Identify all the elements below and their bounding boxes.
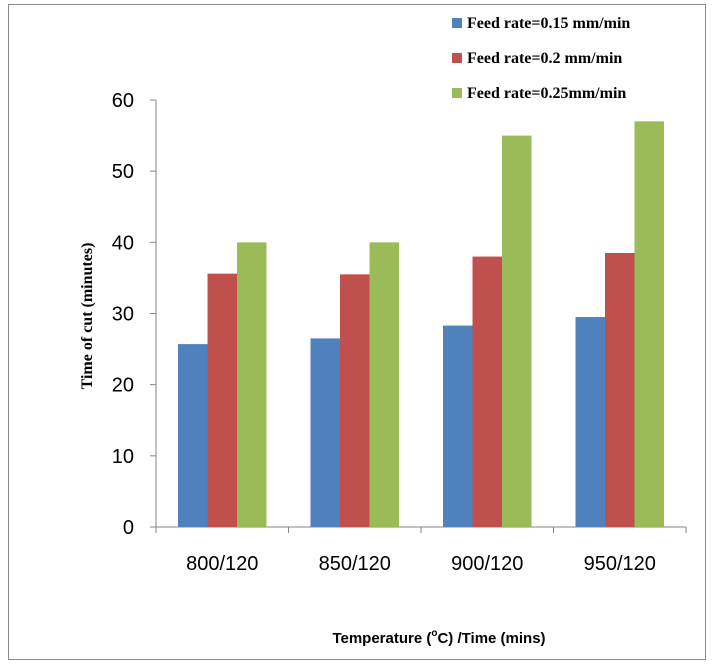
- bar: [237, 242, 267, 528]
- bar: [310, 338, 340, 527]
- y-tick-label: 10: [112, 446, 134, 468]
- legend-item: Feed rate=0.25mm/min: [452, 85, 626, 102]
- legend-item: Feed rate=0.15 mm/min: [452, 15, 630, 32]
- legend-label: Feed rate=0.25mm/min: [467, 85, 626, 102]
- x-axis-label-rest: C) /Time (mins): [437, 630, 545, 647]
- x-tick-label: 950/120: [584, 553, 656, 575]
- bar: [443, 325, 473, 527]
- legend-swatch: [452, 18, 462, 28]
- legend-label: Feed rate=0.15 mm/min: [467, 15, 630, 32]
- y-tick-label: 50: [112, 161, 134, 183]
- bars: [178, 121, 664, 528]
- legend-item: Feed rate=0.2 mm/min: [452, 50, 622, 67]
- legend: Feed rate=0.15 mm/min Feed rate=0.2 mm/mi…: [452, 15, 630, 102]
- x-axis-label: Temperature (oC) /Time (mins): [332, 628, 545, 647]
- y-tick-labels: 0 10 20 30 40 50 60: [112, 90, 134, 539]
- bar: [575, 317, 605, 527]
- x-axis-label-superscript: o: [431, 628, 437, 639]
- y-tick-label: 30: [112, 304, 134, 326]
- x-tick-label: 900/120: [451, 553, 523, 575]
- bar: [178, 344, 208, 527]
- bar: [340, 274, 370, 527]
- bar: [502, 135, 532, 528]
- y-tick-label: 60: [112, 90, 134, 112]
- y-axis-label: Time of cut (minutes): [79, 243, 96, 390]
- x-axis-label-main: Temperature (: [332, 630, 431, 647]
- bar: [472, 256, 502, 527]
- legend-swatch: [452, 53, 462, 63]
- bar: [634, 121, 664, 527]
- y-tick-label: 20: [112, 375, 134, 397]
- bar: [207, 273, 237, 527]
- legend-swatch: [452, 88, 462, 98]
- x-tick-labels: 800/120 850/120 900/120 950/120: [186, 553, 656, 575]
- bar: [605, 253, 635, 527]
- y-tick-label: 40: [112, 232, 134, 254]
- bar: [369, 242, 399, 528]
- y-tick-label: 0: [123, 517, 134, 539]
- legend-label: Feed rate=0.2 mm/min: [467, 50, 622, 67]
- x-tick-label: 800/120: [186, 553, 258, 575]
- x-tick-label: 850/120: [319, 553, 391, 575]
